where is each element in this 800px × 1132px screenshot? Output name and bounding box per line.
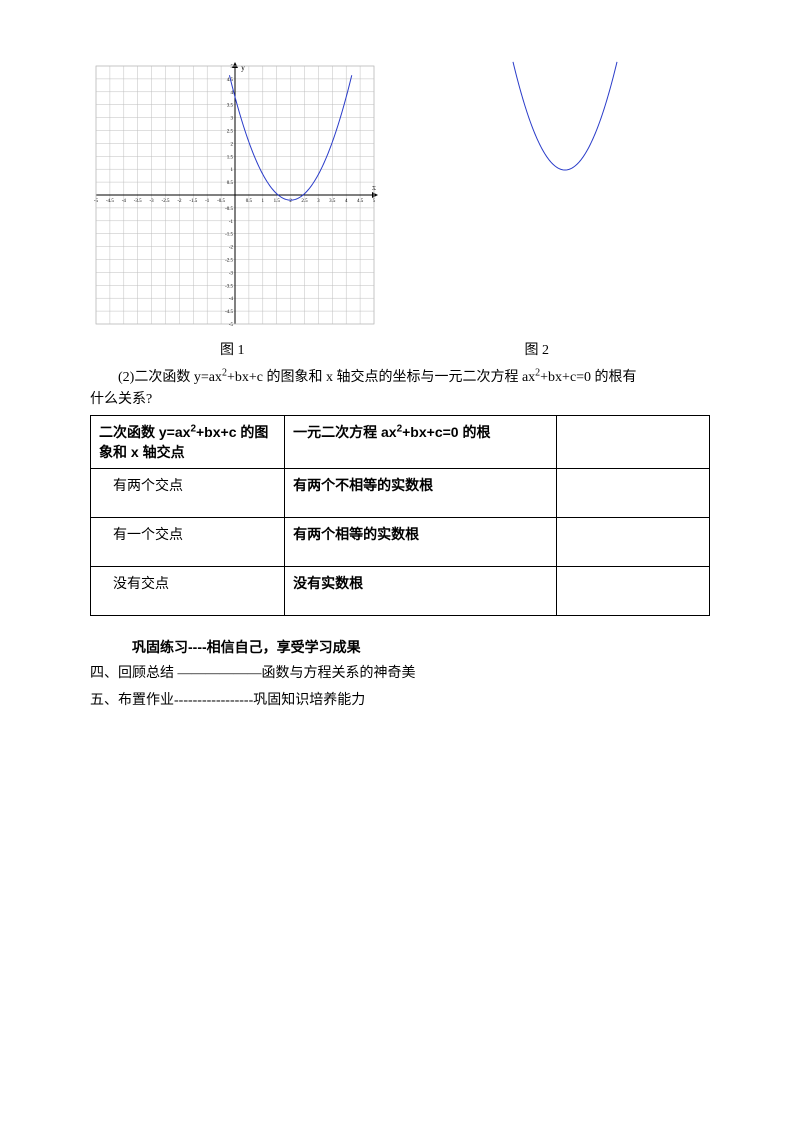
- svg-text:y: y: [241, 63, 245, 72]
- cell-r3c2: 没有实数根: [285, 567, 557, 616]
- svg-text:-3: -3: [150, 199, 155, 204]
- table-row: 有两个交点 有两个不相等的实数根: [91, 469, 710, 518]
- header-col1: 二次函数 y=ax2+bx+c 的图 象和 x 轴交点: [91, 416, 285, 469]
- footer-line1: 巩固练习----相信自己，享受学习成果: [132, 634, 730, 661]
- svg-text:-4: -4: [229, 297, 234, 302]
- svg-text:-2.5: -2.5: [162, 199, 170, 204]
- svg-text:0.5: 0.5: [246, 199, 253, 204]
- svg-text:2.5: 2.5: [301, 199, 308, 204]
- table-row: 有一个交点 有两个相等的实数根: [91, 518, 710, 567]
- caption-row: 图 1 图 2: [90, 339, 730, 359]
- svg-text:-4.5: -4.5: [106, 199, 114, 204]
- svg-text:3.5: 3.5: [227, 104, 234, 109]
- cell-r2c3: [556, 518, 709, 567]
- cell-r3c3: [556, 567, 709, 616]
- svg-text:-0.5: -0.5: [217, 199, 225, 204]
- question-2: (2)二次函数 y=ax2+bx+c 的图象和 x 轴交点的坐标与一元二次方程 …: [90, 365, 730, 411]
- cell-r2c2: 有两个相等的实数根: [285, 518, 557, 567]
- svg-text:1.5: 1.5: [227, 155, 234, 160]
- header-col2: 一元二次方程 ax2+bx+c=0 的根: [285, 416, 557, 469]
- table-header-row: 二次函数 y=ax2+bx+c 的图 象和 x 轴交点 一元二次方程 ax2+b…: [91, 416, 710, 469]
- footer-lines: 巩固练习----相信自己，享受学习成果 四、回顾总结 ——————函数与方程关系…: [90, 634, 730, 714]
- figure-1: yx-5-4.5-4-3.5-3-2.5-2-1.5-1-0.50.511.52…: [90, 60, 380, 335]
- svg-text:1.5: 1.5: [274, 199, 281, 204]
- svg-text:2.5: 2.5: [227, 130, 234, 135]
- caption-1: 图 1: [220, 339, 245, 359]
- caption-2: 图 2: [525, 339, 550, 359]
- svg-text:-1.5: -1.5: [225, 233, 233, 238]
- svg-text:-4.5: -4.5: [225, 310, 233, 315]
- cell-r1c2: 有两个不相等的实数根: [285, 469, 557, 518]
- svg-text:-4: -4: [122, 199, 127, 204]
- figure-2: [500, 60, 630, 185]
- svg-text:-2: -2: [177, 199, 182, 204]
- page: yx-5-4.5-4-3.5-3-2.5-2-1.5-1-0.50.511.52…: [0, 0, 800, 714]
- svg-text:-3.5: -3.5: [225, 284, 233, 289]
- svg-text:-0.5: -0.5: [225, 207, 233, 212]
- svg-text:-1: -1: [229, 220, 234, 225]
- svg-text:0.5: 0.5: [227, 181, 234, 186]
- figure-1-svg: yx-5-4.5-4-3.5-3-2.5-2-1.5-1-0.50.511.52…: [90, 60, 380, 330]
- cell-r1c1: 有两个交点: [91, 469, 285, 518]
- footer-line2: 四、回顾总结 ——————函数与方程关系的神奇美: [90, 661, 730, 688]
- cell-r3c1: 没有交点: [91, 567, 285, 616]
- svg-text:-1: -1: [205, 199, 210, 204]
- header-col3: [556, 416, 709, 469]
- cell-r2c1: 有一个交点: [91, 518, 285, 567]
- svg-text:-3.5: -3.5: [134, 199, 142, 204]
- relation-table: 二次函数 y=ax2+bx+c 的图 象和 x 轴交点 一元二次方程 ax2+b…: [90, 415, 710, 616]
- svg-text:-2: -2: [229, 246, 234, 251]
- footer-line3: 五、布置作业-----------------巩固知识培养能力: [90, 688, 730, 715]
- table-row: 没有交点 没有实数根: [91, 567, 710, 616]
- q2-text: (2)二次函数 y=ax2+bx+c 的图象和 x 轴交点的坐标与一元二次方程 …: [118, 370, 637, 385]
- svg-text:3.5: 3.5: [329, 199, 336, 204]
- figure-2-svg: [500, 60, 630, 180]
- svg-text:-2.5: -2.5: [225, 259, 233, 264]
- svg-text:-1.5: -1.5: [189, 199, 197, 204]
- svg-text:4.5: 4.5: [357, 199, 364, 204]
- figures-row: yx-5-4.5-4-3.5-3-2.5-2-1.5-1-0.50.511.52…: [90, 60, 730, 335]
- svg-text:-3: -3: [229, 271, 234, 276]
- cell-r1c3: [556, 469, 709, 518]
